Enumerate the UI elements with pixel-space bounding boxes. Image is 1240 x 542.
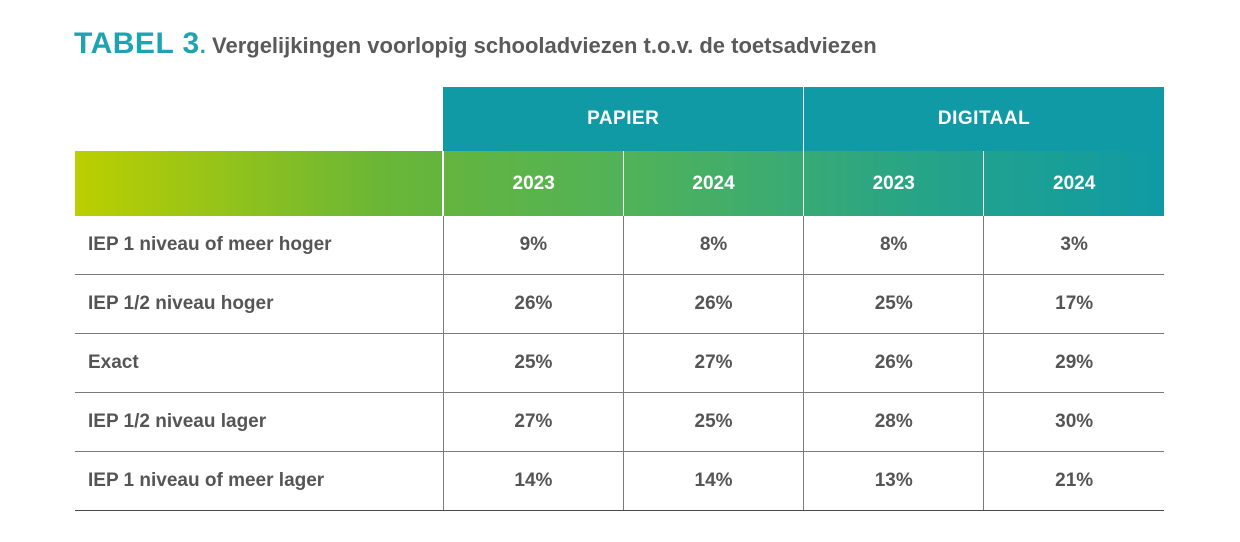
row-label: IEP 1/2 niveau hoger — [75, 274, 444, 334]
title-separator: . — [199, 33, 206, 58]
row-label: IEP 1 niveau of meer lager — [75, 451, 444, 511]
table-row: Exact 25% 27% 26% 29% — [75, 333, 1164, 393]
year-header-corner — [75, 151, 443, 216]
group-header-papier: PAPIER — [443, 87, 804, 151]
table-cell: 25% — [803, 274, 984, 334]
header-corner — [75, 87, 444, 151]
year-header-digitaal-2024: 2024 — [983, 151, 1164, 216]
year-header-papier-2024: 2024 — [622, 151, 804, 216]
year-header-row: 2023 2024 2023 2024 — [75, 151, 1164, 216]
row-label: IEP 1 niveau of meer hoger — [75, 216, 444, 275]
table-caption: Vergelijkingen voorlopig schooladviezen … — [212, 33, 877, 58]
table-row: IEP 1/2 niveau lager 27% 25% 28% 30% — [75, 392, 1164, 452]
table-cell: 8% — [622, 216, 804, 275]
table-cell: 14% — [622, 451, 804, 511]
table-cell: 17% — [983, 274, 1164, 334]
group-header-digitaal: DIGITAAL — [803, 87, 1164, 151]
table-cell: 27% — [622, 333, 804, 393]
table-cell: 26% — [803, 333, 984, 393]
table-cell: 26% — [442, 274, 624, 334]
table-cell: 8% — [803, 216, 984, 275]
table-cell: 25% — [442, 333, 624, 393]
table-cell: 14% — [442, 451, 624, 511]
table-row: IEP 1 niveau of meer lager 14% 14% 13% 2… — [75, 451, 1164, 511]
table-cell: 30% — [983, 392, 1164, 452]
table-cell: 26% — [622, 274, 804, 334]
table-row: IEP 1 niveau of meer hoger 9% 8% 8% 3% — [75, 216, 1164, 275]
table-cell: 29% — [983, 333, 1164, 393]
table-cell: 3% — [983, 216, 1164, 275]
year-header-papier-2023: 2023 — [442, 151, 624, 216]
table-cell: 21% — [983, 451, 1164, 511]
year-header-digitaal-2023: 2023 — [803, 151, 984, 216]
table-cell: 13% — [803, 451, 984, 511]
table-row: IEP 1/2 niveau hoger 26% 26% 25% 17% — [75, 274, 1164, 334]
table-title: TABEL 3. Vergelijkingen voorlopig school… — [74, 26, 877, 64]
row-label: IEP 1/2 niveau lager — [75, 392, 444, 452]
table-cell: 9% — [442, 216, 624, 275]
table-cell: 25% — [622, 392, 804, 452]
table-cell: 27% — [442, 392, 624, 452]
table-number: TABEL 3 — [74, 27, 200, 60]
group-header-row: PAPIER DIGITAAL — [75, 87, 1164, 151]
comparison-table: PAPIER DIGITAAL 2023 2024 2023 2024 IEP … — [75, 87, 1164, 511]
table-cell: 28% — [803, 392, 984, 452]
row-label: Exact — [75, 333, 444, 393]
